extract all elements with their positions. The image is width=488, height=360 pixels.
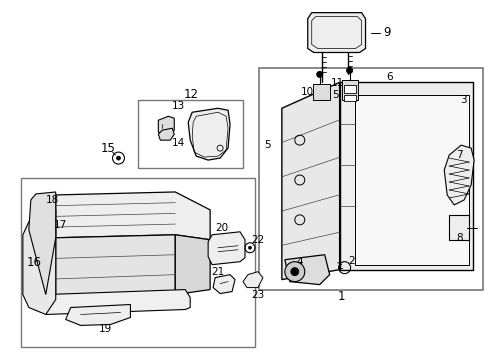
Bar [343,85,355,93]
Polygon shape [213,275,235,293]
Text: 3: 3 [459,95,466,105]
Text: 7: 7 [455,150,462,160]
Circle shape [248,246,251,249]
Text: 15: 15 [101,141,116,155]
Polygon shape [443,145,473,205]
Text: 14: 14 [171,138,184,148]
Polygon shape [23,210,56,315]
Bar [21,178,254,347]
Polygon shape [341,80,357,100]
Circle shape [316,71,322,77]
Text: 5: 5 [332,90,338,100]
Text: 23: 23 [251,289,264,300]
Text: 2: 2 [347,256,354,266]
Polygon shape [339,82,472,270]
Polygon shape [354,95,468,265]
Bar [259,68,482,289]
Polygon shape [41,289,190,315]
Text: 18: 18 [46,195,59,205]
Text: 12: 12 [183,88,198,101]
Text: 13: 13 [171,101,184,111]
Polygon shape [307,13,365,53]
Text: 21: 21 [211,267,224,276]
Polygon shape [56,192,210,240]
Polygon shape [448,215,468,240]
Polygon shape [285,255,329,285]
Text: 5: 5 [264,140,271,150]
Circle shape [116,156,120,160]
Text: 17: 17 [54,220,67,230]
Polygon shape [188,108,229,160]
Text: 22: 22 [251,235,264,245]
Text: 16: 16 [26,256,41,269]
Text: 8: 8 [455,233,462,243]
Text: 4: 4 [296,257,303,267]
Circle shape [346,67,352,73]
Polygon shape [158,128,174,140]
Circle shape [290,268,298,276]
Text: 11: 11 [330,78,344,88]
Circle shape [285,262,304,282]
Text: 6: 6 [386,72,392,82]
Polygon shape [56,235,175,300]
Polygon shape [243,272,263,288]
Text: 10: 10 [301,87,314,97]
Bar [138,100,243,168]
Text: 20: 20 [215,223,228,233]
Polygon shape [65,305,130,325]
Text: 1: 1 [337,290,345,303]
Polygon shape [158,116,174,134]
Polygon shape [175,235,210,294]
Polygon shape [29,192,56,294]
Polygon shape [312,84,329,100]
Text: 9: 9 [383,26,390,39]
Bar [343,95,355,101]
Polygon shape [208,232,244,265]
Polygon shape [281,82,339,280]
Text: 19: 19 [99,324,112,334]
